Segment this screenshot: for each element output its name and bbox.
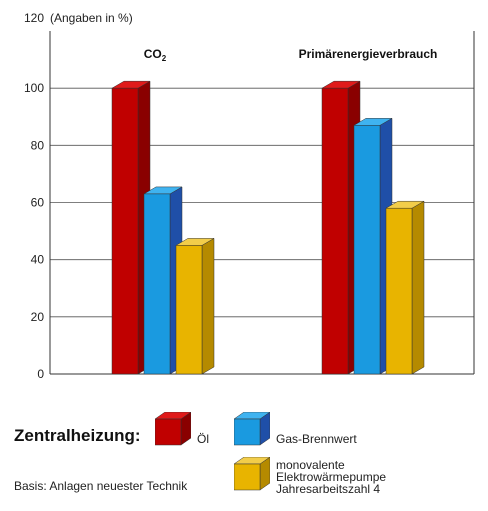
bar-0-1: [321, 80, 361, 375]
legend-title: Zentralheizung:: [14, 426, 141, 445]
y-axis-label: (Angaben in %): [50, 11, 133, 25]
swatch-front-0: [155, 418, 182, 446]
y-tick-120: 120: [24, 11, 44, 25]
swatch-front-1: [234, 418, 261, 446]
legend-swatch-waermepumpe: [234, 457, 270, 491]
y-tick-60: 60: [31, 196, 45, 210]
category-title-0: CO2: [144, 47, 167, 63]
legend-item-oel: Öl: [155, 412, 209, 446]
bars: [111, 80, 425, 375]
legend-swatch-gas: [234, 412, 270, 446]
y-tick-100: 100: [24, 81, 44, 95]
y-tick-20: 20: [31, 310, 45, 324]
bar-2-1: [385, 200, 425, 375]
bar-2-0: [175, 237, 215, 375]
legend-label-oel: Öl: [197, 432, 209, 446]
legend-label-waermepumpe: monovalente Elektrowärmepumpe Jahresarbe…: [276, 458, 387, 496]
category-titles: CO2 Primärenergieverbrauch: [144, 47, 438, 63]
y-tick-40: 40: [31, 253, 45, 267]
footnote: Basis: Anlagen neuester Technik: [14, 479, 188, 493]
y-tick-80: 80: [31, 138, 45, 152]
bar-chart: 0 20 40 60 80 100 120 (Angaben in %) CO2 Primär…: [24, 11, 475, 381]
legend-label-gas: Gas-Brennwert: [276, 432, 357, 446]
legend: Zentralheizung: Öl Gas-Brennwert monoval…: [0, 400, 488, 511]
y-axis-ticks: 0 20 40 60 80 100 120: [24, 11, 44, 381]
bar-0-0: [111, 80, 151, 375]
y-tick-0: 0: [37, 367, 44, 381]
swatch-front-2: [234, 463, 261, 491]
category-title-1: Primärenergieverbrauch: [299, 47, 438, 61]
legend-swatch-oel: [155, 412, 191, 446]
legend-item-gas: Gas-Brennwert: [234, 412, 357, 446]
legend-item-waermepumpe: monovalente Elektrowärmepumpe Jahresarbe…: [234, 457, 386, 495]
